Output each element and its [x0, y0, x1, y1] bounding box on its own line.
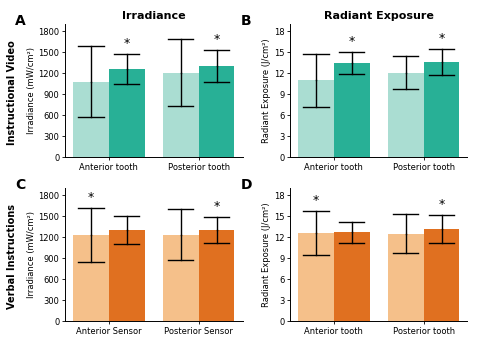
Bar: [334, 63, 370, 157]
Text: *: *: [88, 191, 94, 204]
Y-axis label: Irradiance (mW/cm²): Irradiance (mW/cm²): [26, 211, 36, 298]
Y-axis label: Radiant Exposure (J/cm²): Radiant Exposure (J/cm²): [262, 202, 271, 307]
Bar: [109, 69, 145, 157]
Bar: [162, 235, 198, 321]
Text: Instructional Video: Instructional Video: [8, 40, 18, 145]
Text: *: *: [313, 194, 319, 207]
Title: Irradiance: Irradiance: [122, 11, 186, 21]
Bar: [298, 80, 334, 157]
Bar: [162, 73, 198, 157]
Bar: [73, 82, 109, 157]
Bar: [73, 235, 109, 321]
Text: *: *: [348, 35, 355, 48]
Bar: [198, 230, 234, 321]
Text: *: *: [438, 32, 444, 45]
Bar: [198, 66, 234, 157]
Text: *: *: [438, 198, 444, 211]
Legend: Before-V, After-V: Before-V, After-V: [112, 198, 196, 207]
Y-axis label: Irradiance (mW/cm²): Irradiance (mW/cm²): [26, 47, 36, 134]
Text: D: D: [240, 178, 252, 192]
Bar: [388, 234, 424, 321]
Bar: [109, 230, 145, 321]
Text: Verbal Instructions: Verbal Instructions: [8, 204, 18, 309]
Text: A: A: [16, 14, 26, 28]
Text: C: C: [16, 178, 26, 192]
Text: *: *: [214, 32, 220, 46]
Bar: [334, 232, 370, 321]
Text: *: *: [124, 37, 130, 51]
Text: *: *: [214, 200, 220, 214]
Title: Radiant Exposure: Radiant Exposure: [324, 11, 434, 21]
Bar: [298, 233, 334, 321]
Bar: [388, 73, 424, 157]
Y-axis label: Radiant Exposure (J/cm²): Radiant Exposure (J/cm²): [262, 38, 271, 143]
Legend: Before-V, After-V: Before-V, After-V: [337, 198, 420, 207]
Bar: [424, 62, 460, 157]
Bar: [424, 229, 460, 321]
Text: B: B: [240, 14, 251, 28]
